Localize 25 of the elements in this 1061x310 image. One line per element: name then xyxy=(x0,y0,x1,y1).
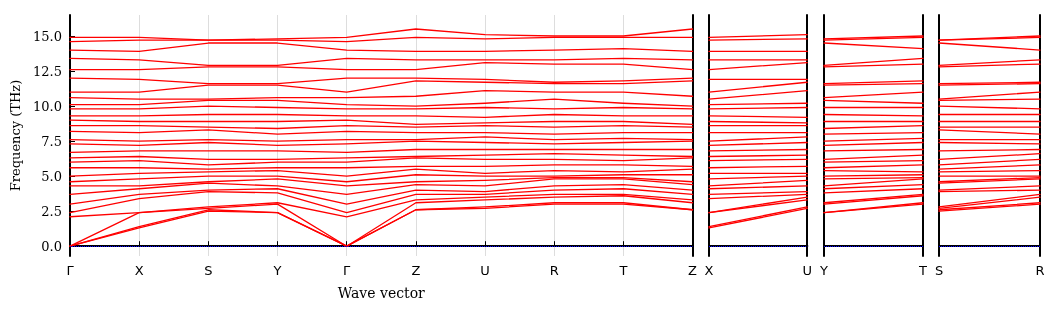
y-tick-label: 12.5 xyxy=(33,63,62,79)
x-tick-label: Y xyxy=(819,263,829,278)
y-axis-title: Frequency (THz) xyxy=(8,79,24,192)
x-tick-label: S xyxy=(934,263,944,278)
y-tick-label: 5.0 xyxy=(41,168,62,184)
x-tick-label: T xyxy=(918,263,928,278)
x-axis-title: Wave vector xyxy=(337,285,426,301)
x-tick-label: R xyxy=(549,263,559,278)
x-tick-label: X xyxy=(704,263,714,278)
x-tick-label: U xyxy=(802,263,812,278)
x-tick-label: X xyxy=(134,263,144,278)
y-tick-label: 7.5 xyxy=(41,133,62,149)
y-tick-label: 0.0 xyxy=(41,238,62,254)
x-tick-label: Z xyxy=(411,263,421,278)
y-tick-label: 15.0 xyxy=(33,28,62,44)
x-tick-label: Y xyxy=(272,263,282,278)
x-tick-label: Γ xyxy=(343,263,352,278)
x-tick-label: Γ xyxy=(66,263,75,278)
y-tick-label: 2.5 xyxy=(41,203,62,219)
y-tick-label: 10.0 xyxy=(33,98,62,114)
x-tick-label: T xyxy=(618,263,628,278)
x-tick-label: U xyxy=(480,263,490,278)
x-tick-label: Z xyxy=(688,263,698,278)
x-tick-label: R xyxy=(1035,263,1045,278)
x-tick-label: S xyxy=(204,263,213,278)
